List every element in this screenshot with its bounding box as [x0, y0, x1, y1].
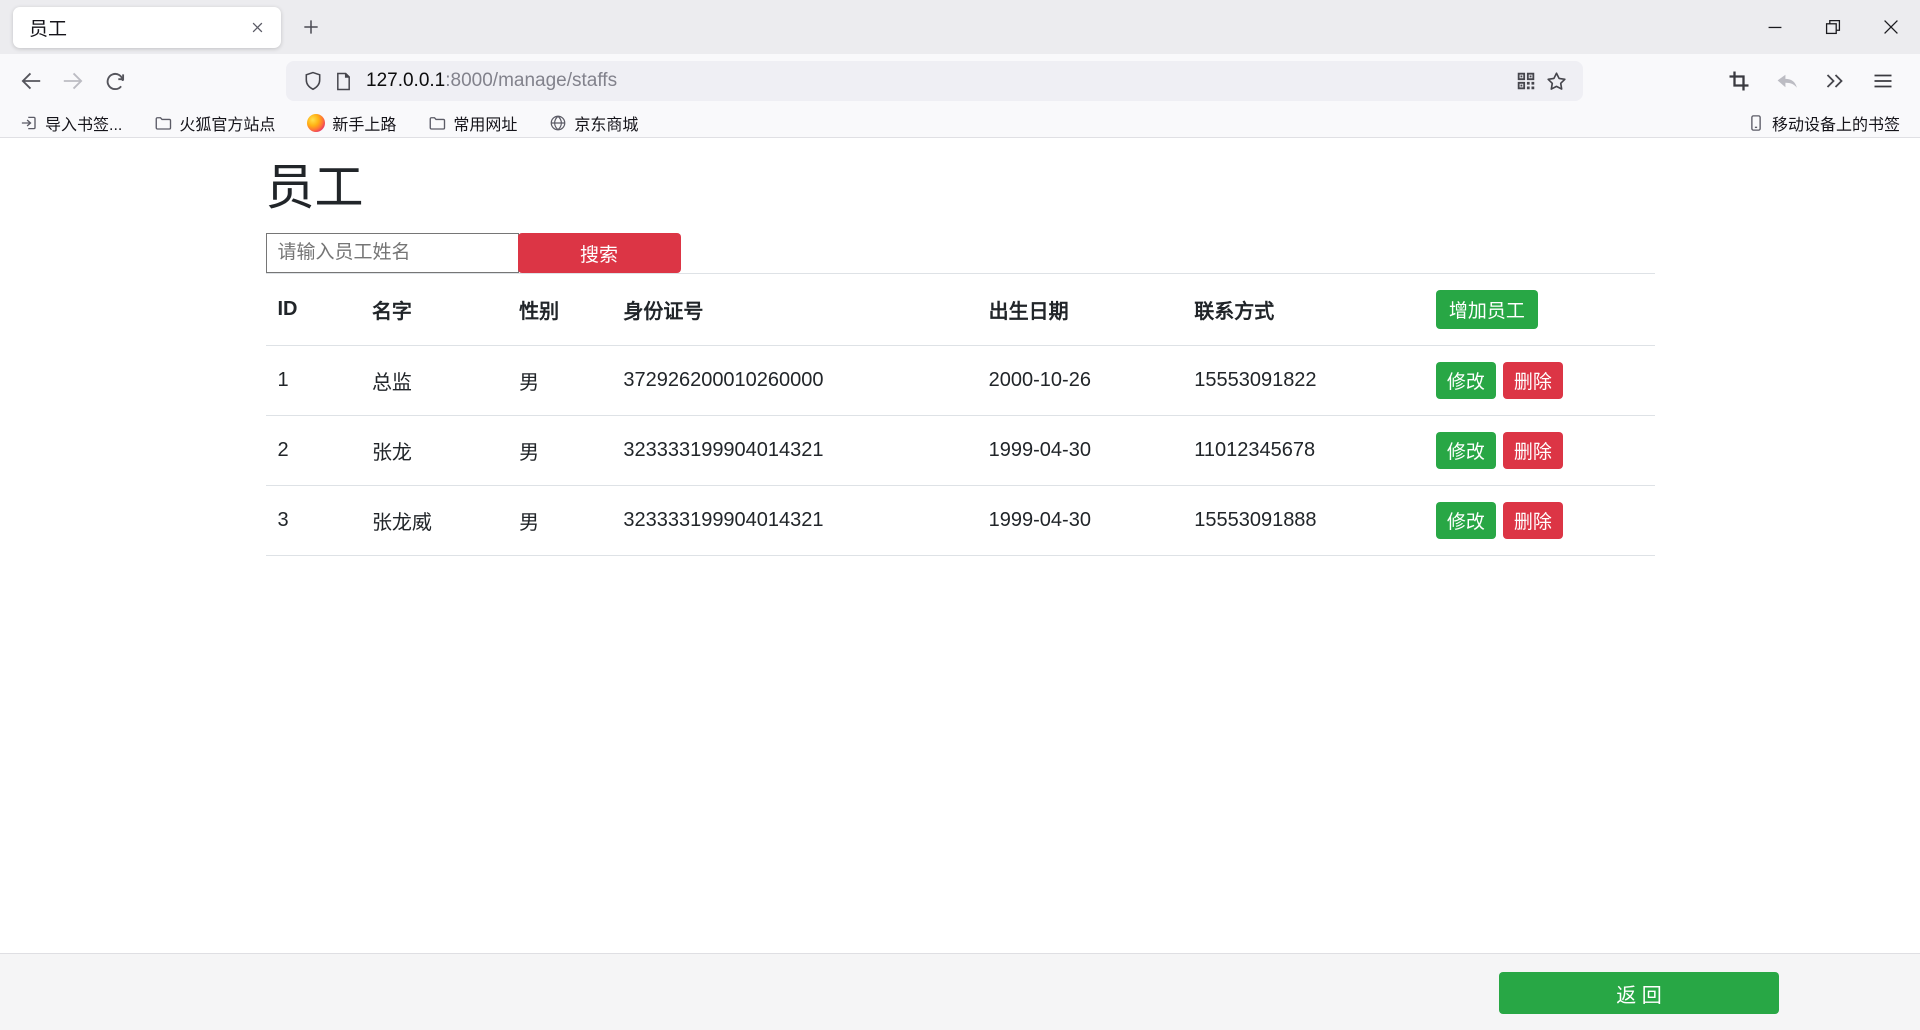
- search-row: 搜索: [265, 233, 1655, 273]
- cell-gender: 男: [507, 345, 612, 416]
- screenshot-crop-icon[interactable]: [1722, 64, 1756, 98]
- bookmark-jd-mall[interactable]: 京东商城: [545, 109, 642, 137]
- add-staff-button[interactable]: 增加员工: [1435, 290, 1538, 329]
- browser-tab[interactable]: 员工: [13, 6, 281, 48]
- delete-button[interactable]: 删除: [1502, 432, 1563, 469]
- undo-arrow-icon[interactable]: [1770, 64, 1804, 98]
- new-tab-button[interactable]: [291, 7, 331, 47]
- cell-id-number: 323333199904014321: [611, 415, 977, 486]
- staff-table: ID 名字 性别 身份证号 出生日期 联系方式 增加员工 1 总监 男 3729…: [265, 273, 1655, 556]
- url-path: :8000/manage/staffs: [445, 70, 618, 91]
- col-header-birth-date: 出生日期: [976, 273, 1183, 346]
- qr-code-icon[interactable]: [1511, 66, 1541, 96]
- page-title: 员工: [265, 161, 364, 215]
- reload-icon[interactable]: [98, 64, 132, 98]
- tab-close-icon[interactable]: [243, 13, 271, 41]
- table-row: 2 张龙 男 323333199904014321 1999-04-30 110…: [265, 415, 1655, 486]
- col-header-id: ID: [265, 273, 360, 346]
- table-header-row: ID 名字 性别 身份证号 出生日期 联系方式 增加员工: [265, 273, 1655, 346]
- bookmark-star-icon[interactable]: [1541, 66, 1571, 96]
- page-content: 员工 搜索 ID 名字 性别 身份证号 出生日期 联系方式 增加员工: [0, 138, 1920, 953]
- cell-actions: 修改 删除: [1423, 345, 1655, 416]
- bookmark-label: 京东商城: [574, 116, 639, 134]
- cell-id: 3: [265, 485, 360, 556]
- edit-button[interactable]: 修改: [1435, 502, 1496, 539]
- bookmark-label: 导入书签...: [45, 116, 123, 134]
- cell-actions: 修改 删除: [1423, 485, 1655, 556]
- overflow-chevrons-icon[interactable]: [1818, 64, 1852, 98]
- back-button[interactable]: 返 回: [1499, 972, 1779, 1014]
- cell-gender: 男: [507, 415, 612, 486]
- col-header-contact: 联系方式: [1182, 273, 1424, 346]
- cell-gender: 男: [507, 485, 612, 556]
- cell-birth-date: 1999-04-30: [976, 485, 1183, 556]
- url-host: 127.0.0.1: [366, 70, 446, 91]
- close-button[interactable]: [1862, 0, 1920, 54]
- restore-button[interactable]: [1804, 0, 1862, 54]
- bookmark-label: 常用网址: [453, 116, 518, 134]
- import-bookmarks-icon: [28, 116, 36, 129]
- folder-icon: [155, 116, 172, 130]
- cell-id-number: 323333199904014321: [611, 485, 977, 556]
- cell-name: 总监: [359, 345, 508, 416]
- bookmark-getting-started[interactable]: 新手上路: [303, 109, 400, 137]
- col-header-actions: 增加员工: [1423, 273, 1655, 346]
- cell-id: 2: [265, 415, 360, 486]
- cell-name: 张龙: [359, 415, 508, 486]
- cell-name: 张龙威: [359, 485, 508, 556]
- address-bar[interactable]: 127.0.0.1:8000/manage/staffs: [286, 61, 1583, 101]
- url-text: 127.0.0.1:8000/manage/staffs: [366, 70, 617, 92]
- page-footer: 返 回: [0, 953, 1920, 1030]
- phone-icon: [1751, 114, 1761, 131]
- tab-bar: 员工: [0, 0, 1920, 54]
- mobile-bookmarks[interactable]: 移动设备上的书签: [1743, 109, 1904, 137]
- cell-birth-date: 2000-10-26: [976, 345, 1183, 416]
- search-input[interactable]: [265, 233, 519, 273]
- cell-id-number: 372926200010260000: [611, 345, 977, 416]
- edit-button[interactable]: 修改: [1435, 432, 1496, 469]
- table-row: 3 张龙威 男 323333199904014321 1999-04-30 15…: [265, 485, 1655, 556]
- bookmark-label: 火狐官方站点: [179, 116, 276, 134]
- search-button[interactable]: 搜索: [517, 233, 681, 273]
- back-icon[interactable]: [14, 64, 48, 98]
- page-info-icon[interactable]: [328, 66, 358, 96]
- bookmark-firefox-official[interactable]: 火狐官方站点: [150, 109, 279, 137]
- shield-icon[interactable]: [298, 66, 328, 96]
- bookmark-common-sites[interactable]: 常用网址: [424, 109, 521, 137]
- bookmarks-toolbar: 导入书签... 火狐官方站点 新手上路 常用网址 京东商城 移动设备上的书签: [0, 108, 1920, 138]
- bookmark-label: 移动设备上的书签: [1771, 116, 1900, 134]
- bookmark-import[interactable]: 导入书签...: [16, 109, 126, 137]
- bookmark-label: 新手上路: [332, 116, 397, 134]
- navigation-toolbar: 127.0.0.1:8000/manage/staffs: [0, 54, 1920, 108]
- cell-contact: 15553091822: [1182, 345, 1424, 416]
- globe-icon: [551, 114, 566, 131]
- toolbar-right-icons: [1722, 64, 1906, 98]
- delete-button[interactable]: 删除: [1502, 502, 1563, 539]
- col-header-name: 名字: [359, 273, 508, 346]
- cell-contact: 11012345678: [1182, 415, 1424, 486]
- forward-icon[interactable]: [56, 64, 90, 98]
- folder-icon: [429, 116, 446, 130]
- col-header-gender: 性别: [507, 273, 612, 346]
- cell-contact: 15553091888: [1182, 485, 1424, 556]
- table-row: 1 总监 男 372926200010260000 2000-10-26 155…: [265, 345, 1655, 416]
- edit-button[interactable]: 修改: [1435, 362, 1496, 399]
- cell-birth-date: 1999-04-30: [976, 415, 1183, 486]
- menu-hamburger-icon[interactable]: [1866, 64, 1900, 98]
- firefox-icon: [307, 113, 326, 132]
- cell-actions: 修改 删除: [1423, 415, 1655, 486]
- col-header-id-number: 身份证号: [611, 273, 977, 346]
- minimize-button[interactable]: [1746, 0, 1804, 54]
- cell-id: 1: [265, 345, 360, 416]
- delete-button[interactable]: 删除: [1502, 362, 1563, 399]
- tab-title: 员工: [29, 18, 68, 40]
